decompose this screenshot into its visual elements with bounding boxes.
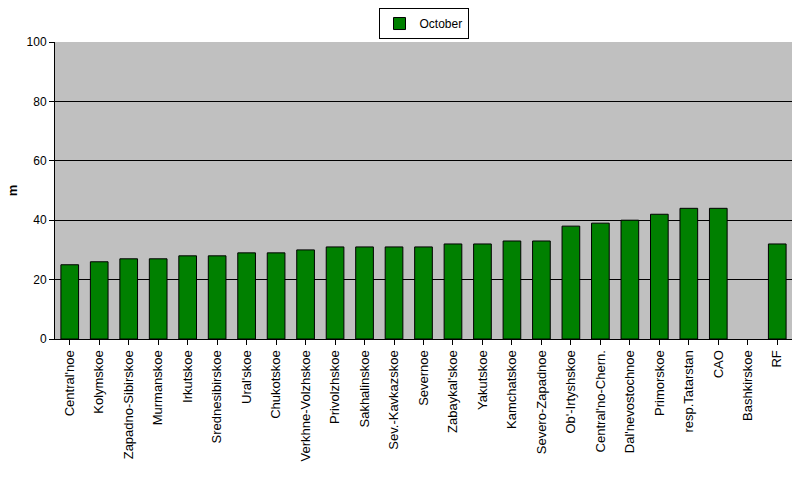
svg-text:Sakhalinskoe: Sakhalinskoe: [357, 350, 372, 427]
svg-text:CAO: CAO: [711, 350, 726, 378]
svg-text:Sev.-Kavkazskoe: Sev.-Kavkazskoe: [386, 350, 401, 449]
svg-text:resp.Tatarstan: resp.Tatarstan: [681, 350, 696, 432]
svg-text:Dal'nevostochnoe: Dal'nevostochnoe: [622, 350, 637, 453]
svg-text:Kolymskoe: Kolymskoe: [91, 350, 106, 414]
svg-text:40: 40: [33, 213, 47, 227]
svg-text:Ob'-Irtyshskoe: Ob'-Irtyshskoe: [563, 350, 578, 433]
svg-text:m: m: [5, 185, 20, 197]
svg-text:Verkhne-Volzhskoe: Verkhne-Volzhskoe: [298, 350, 313, 461]
svg-text:Kamchatskoe: Kamchatskoe: [504, 350, 519, 429]
svg-text:Murmanskoe: Murmanskoe: [150, 350, 165, 425]
svg-text:Primorskoe: Primorskoe: [652, 350, 667, 416]
svg-text:October: October: [420, 17, 463, 31]
svg-text:60: 60: [33, 154, 47, 168]
svg-text:Irkutskoe: Irkutskoe: [180, 350, 195, 403]
svg-text:0: 0: [40, 332, 47, 346]
svg-text:Severo-Zapadnoe: Severo-Zapadnoe: [534, 350, 549, 454]
svg-text:Central'noe: Central'noe: [62, 350, 77, 416]
svg-text:Chukotskoe: Chukotskoe: [268, 350, 283, 419]
svg-text:Zapadno-Sibirskoe: Zapadno-Sibirskoe: [121, 350, 136, 459]
svg-text:RF: RF: [769, 350, 784, 367]
svg-text:Srednesibirskoe: Srednesibirskoe: [209, 350, 224, 443]
svg-text:Zabaykal'skoe: Zabaykal'skoe: [445, 350, 460, 433]
svg-text:Ural'skoe: Ural'skoe: [239, 350, 254, 404]
svg-text:100: 100: [27, 35, 47, 49]
svg-text:Severnoe: Severnoe: [416, 350, 431, 406]
svg-text:Central'no-Chern.: Central'no-Chern.: [593, 350, 608, 452]
svg-text:Bashkirskoe: Bashkirskoe: [740, 350, 755, 421]
svg-text:80: 80: [33, 95, 47, 109]
svg-text:Yakutskoe: Yakutskoe: [475, 350, 490, 410]
svg-text:20: 20: [33, 273, 47, 287]
svg-text:Privolzhskoe: Privolzhskoe: [327, 350, 342, 424]
